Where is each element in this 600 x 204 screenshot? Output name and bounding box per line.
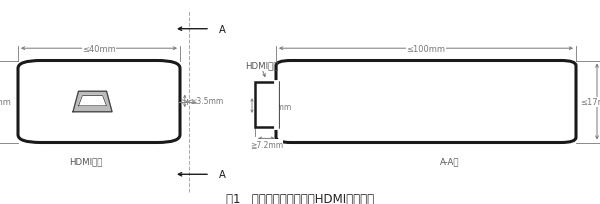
Bar [255, 83, 278, 128]
Text: ≤40mm: ≤40mm [82, 44, 116, 53]
Text: HDMI插头: HDMI插头 [245, 61, 278, 70]
FancyBboxPatch shape [18, 61, 180, 143]
Text: ≤17mm: ≤17mm [580, 98, 600, 106]
Text: A-A面: A-A面 [440, 157, 460, 166]
FancyBboxPatch shape [276, 61, 576, 143]
Text: ≧7.2mm: ≧7.2mm [250, 139, 283, 148]
Text: HDMI插头: HDMI插头 [70, 157, 103, 166]
Polygon shape [79, 96, 107, 106]
Text: ≤3.5mm: ≤3.5mm [190, 97, 224, 106]
Text: A: A [219, 170, 226, 179]
Text: A: A [219, 25, 226, 34]
Text: ≤3.5mm: ≤3.5mm [258, 103, 292, 112]
Text: ≤17mm: ≤17mm [0, 98, 11, 106]
Text: 图1   直插式机顶盒尺寸和HDMI插头位置: 图1 直插式机顶盒尺寸和HDMI插头位置 [226, 192, 374, 204]
Text: ≤100mm: ≤100mm [407, 44, 445, 53]
Polygon shape [73, 92, 112, 112]
